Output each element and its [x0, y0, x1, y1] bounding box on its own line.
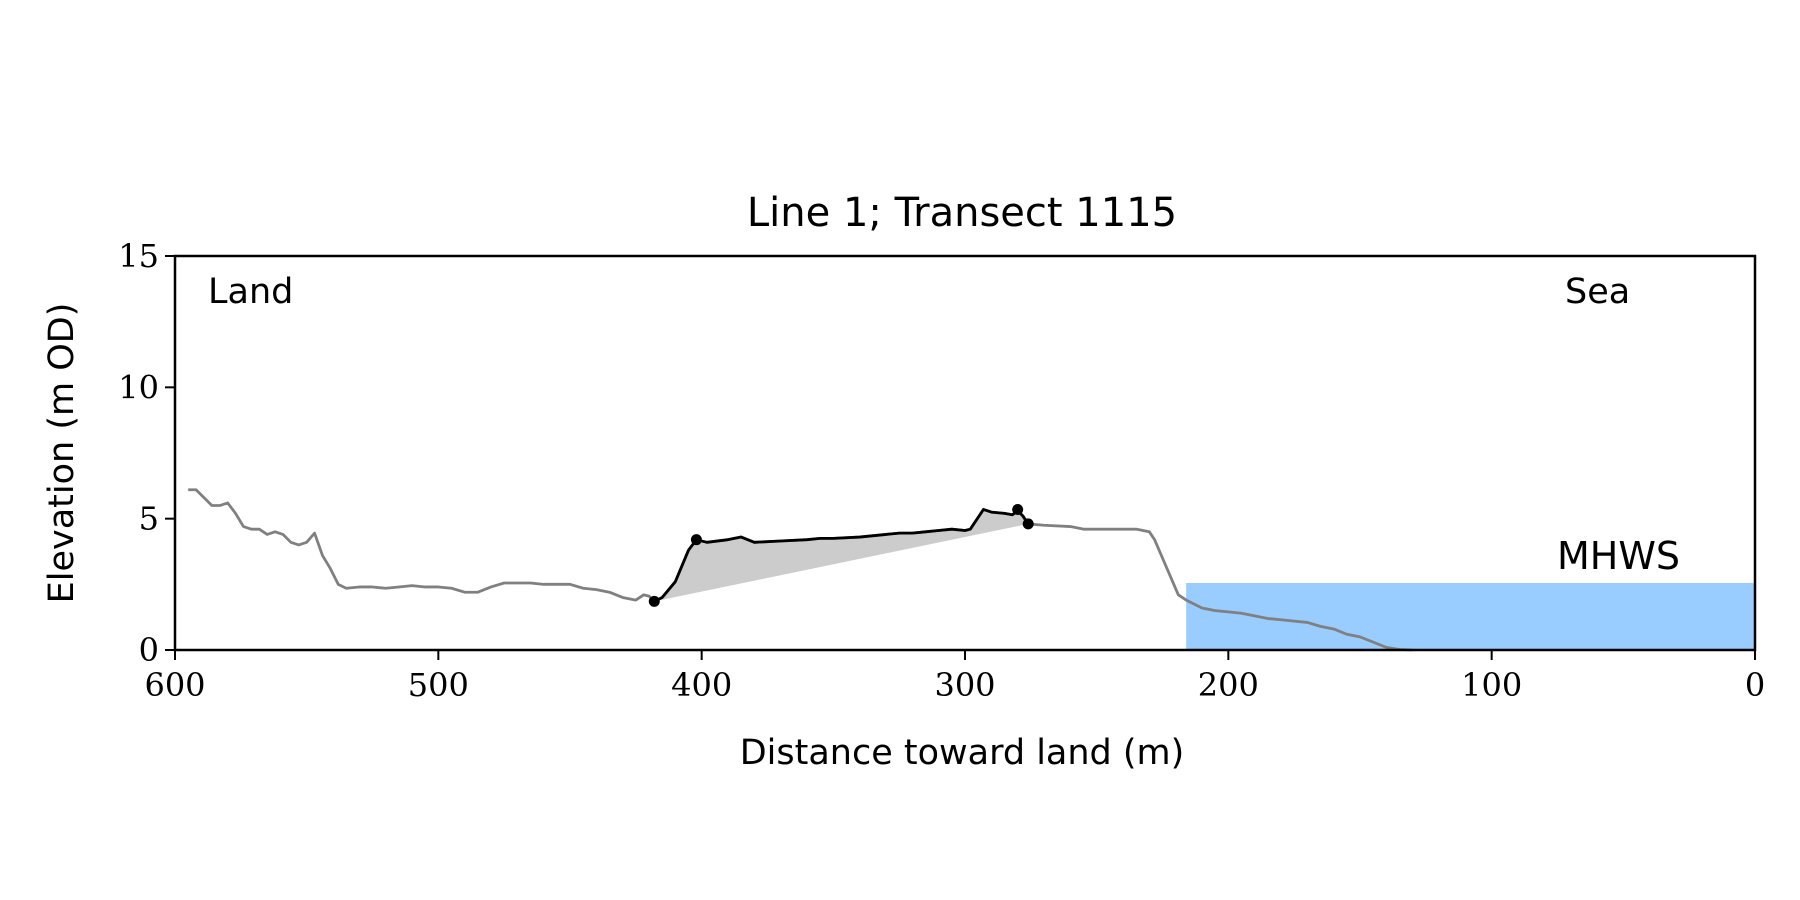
marker-point-2 [690, 534, 702, 546]
x-axis-label: Distance toward land (m) [740, 733, 1185, 773]
y-tick-label-15: 15 [118, 237, 159, 275]
highlight-fill-area [654, 509, 1029, 602]
y-tick-label-10: 10 [118, 368, 159, 406]
plot-area [188, 488, 1755, 652]
mhws-annotation: MHWS [1557, 534, 1680, 578]
land-annotation: Land [208, 272, 293, 312]
marker-point-1 [648, 595, 660, 607]
y-axis-label: Elevation (m OD) [42, 303, 82, 604]
sea-annotation: Sea [1565, 272, 1630, 312]
marker-point-3 [1012, 503, 1024, 515]
x-tick-label-400: 400 [671, 666, 732, 704]
y-tick-label-0: 0 [139, 631, 159, 669]
x-tick-label-500: 500 [408, 666, 469, 704]
x-axis: 600 500 400 300 200 100 0 [144, 650, 1765, 704]
x-tick-label-100: 100 [1461, 666, 1522, 704]
y-axis: 0 5 10 15 [118, 237, 175, 669]
x-tick-label-300: 300 [934, 666, 995, 704]
x-tick-label-200: 200 [1198, 666, 1259, 704]
y-tick-label-5: 5 [139, 500, 159, 538]
mhws-sea-band [1186, 583, 1755, 650]
marker-point-4 [1022, 518, 1034, 530]
chart-title: Line 1; Transect 1115 [747, 190, 1177, 236]
highlight-section-line [653, 508, 1030, 603]
x-tick-label-0: 0 [1745, 666, 1765, 704]
x-tick-label-600: 600 [144, 666, 205, 704]
